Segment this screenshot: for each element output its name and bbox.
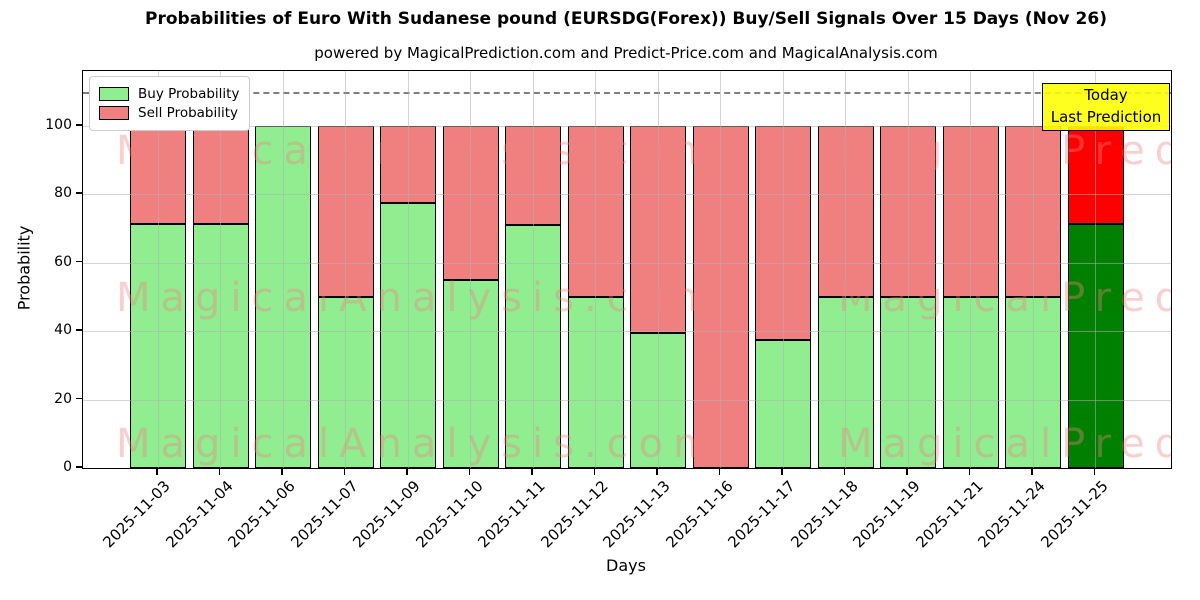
y-tick-label: 80 <box>54 185 72 202</box>
gridline-horizontal <box>83 262 1171 264</box>
x-tick-mark <box>406 469 408 475</box>
gridline-horizontal <box>83 331 1171 333</box>
y-tick-label: 100 <box>45 116 72 133</box>
legend-label: Sell Probability <box>138 105 239 121</box>
gridline-vertical <box>657 71 659 468</box>
gridline-vertical <box>532 71 534 468</box>
gridline-vertical <box>782 71 784 468</box>
y-tick-mark <box>76 466 82 468</box>
y-tick-label: 20 <box>54 390 72 407</box>
gridline-vertical <box>345 71 346 468</box>
x-tick-mark <box>843 469 846 475</box>
x-tick-mark <box>968 469 971 475</box>
chart-title: Probabilities of Euro With Sudanese poun… <box>145 9 1107 29</box>
annotation-line-1: Today <box>1084 86 1128 104</box>
gridline-horizontal <box>83 194 1171 196</box>
y-tick-mark <box>76 329 82 331</box>
x-tick-mark <box>906 469 908 475</box>
cutoff-dashed-line <box>83 91 1171 94</box>
x-tick-mark <box>218 469 221 475</box>
x-tick-mark <box>1093 469 1096 475</box>
gridline-horizontal <box>83 125 1171 127</box>
gridline-vertical <box>1032 71 1034 468</box>
legend-swatch <box>99 87 129 101</box>
x-tick-mark <box>1031 469 1033 475</box>
x-tick-mark <box>531 469 533 475</box>
legend-label: Buy Probability <box>138 86 240 102</box>
gridline-vertical <box>845 71 846 468</box>
gridline-vertical <box>907 71 909 468</box>
chart-subtitle: powered by MagicalPrediction.com and Pre… <box>314 44 938 62</box>
plot-area: MagicalAnalysis.comMagicalPrediction.com… <box>82 70 1172 469</box>
x-axis-label: Days <box>606 556 646 575</box>
x-tick-mark <box>656 469 658 475</box>
annotation-line-2: Last Prediction <box>1050 107 1162 126</box>
gridline-vertical <box>720 71 721 468</box>
y-tick-mark <box>76 192 82 194</box>
y-axis-label: Probability <box>14 225 34 311</box>
gridline-vertical <box>970 71 971 468</box>
y-tick-mark <box>76 397 82 400</box>
legend-swatch <box>99 106 129 120</box>
x-tick-mark <box>593 469 596 475</box>
gridline-vertical <box>470 71 471 468</box>
x-tick-mark <box>281 469 283 475</box>
y-tick-mark <box>76 124 82 126</box>
x-tick-label: 2025-11-03 <box>99 477 174 552</box>
x-tick-mark <box>343 469 346 475</box>
legend-item: Sell Probability <box>99 105 239 121</box>
today-annotation: Today Last Prediction <box>1042 83 1170 131</box>
legend-item: Buy Probability <box>99 86 239 102</box>
gridline-horizontal <box>83 399 1171 401</box>
gridline-vertical <box>595 71 596 468</box>
y-tick-label: 60 <box>54 253 72 270</box>
gridline-vertical <box>282 71 284 468</box>
x-tick-mark <box>156 469 158 475</box>
legend: Buy Probability Sell Probability <box>89 76 251 131</box>
x-tick-mark <box>718 469 721 475</box>
x-tick-mark <box>781 469 783 475</box>
gridline-vertical <box>407 71 409 468</box>
y-tick-label: 0 <box>63 459 72 475</box>
gridline-vertical <box>220 71 221 468</box>
y-tick-mark <box>76 260 82 263</box>
y-tick-label: 40 <box>54 322 72 339</box>
gridline-vertical <box>157 71 159 468</box>
x-tick-mark <box>468 469 471 475</box>
gridline-vertical <box>1095 71 1096 468</box>
